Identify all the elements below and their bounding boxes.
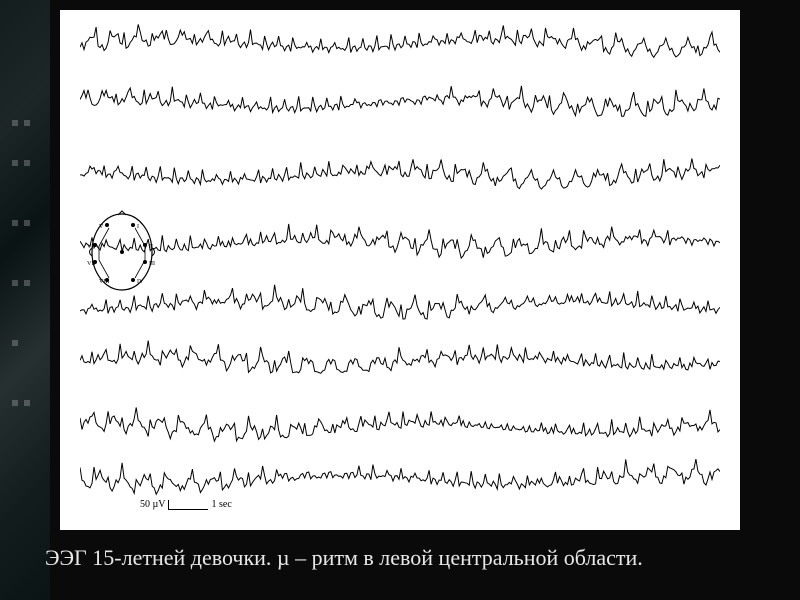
eeg-trace-channel-4 — [80, 215, 720, 273]
svg-text:VI: VI — [87, 244, 93, 250]
eeg-trace-channel-7 — [80, 399, 720, 457]
time-scale-label: 1 sec — [211, 499, 231, 510]
svg-text:I: I — [137, 224, 139, 230]
svg-text:II: II — [149, 244, 153, 250]
eeg-trace-channel-1 — [80, 15, 720, 73]
electrode-head-diagram: IIIIIIIVVVIVIIVIII — [85, 210, 160, 295]
eeg-trace-channel-5 — [80, 277, 720, 335]
eeg-trace-channel-6 — [80, 333, 720, 391]
eeg-trace-channel-2 — [80, 75, 720, 133]
svg-text:VII: VII — [87, 261, 95, 267]
scale-L-shape — [168, 500, 208, 510]
svg-text:III: III — [149, 261, 155, 267]
svg-text:VIII: VIII — [99, 279, 109, 285]
scale-bar: 50 µV 1 sec — [140, 499, 232, 510]
svg-text:IV: IV — [137, 279, 144, 285]
background-dots — [10, 100, 40, 500]
figure-caption: ЭЭГ 15-летней девочки. µ – ритм в левой … — [45, 545, 643, 571]
voltage-scale-label: 50 µV — [140, 499, 165, 510]
eeg-panel: IIIIIIIVVVIVIIVIII 50 µV 1 sec — [60, 10, 740, 530]
svg-text:V: V — [99, 224, 104, 230]
eeg-trace-channel-3 — [80, 147, 720, 205]
